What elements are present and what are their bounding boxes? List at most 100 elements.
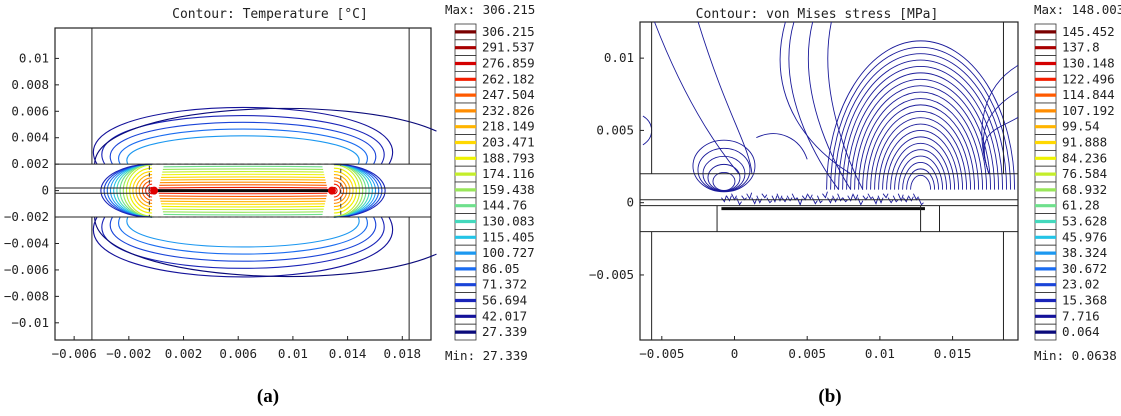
legend-label: 42.017 <box>482 308 527 323</box>
contour-line <box>132 170 153 211</box>
y-tick-label: −0.008 <box>4 288 49 303</box>
legend-label: 232.826 <box>482 103 535 118</box>
contour-line <box>906 168 936 190</box>
y-tick-label: 0.01 <box>19 50 49 65</box>
contour-line <box>161 203 325 205</box>
contour-line <box>161 176 325 178</box>
contour-line <box>93 106 393 165</box>
x-tick-label: 0.006 <box>219 346 257 361</box>
contour-line <box>898 155 944 190</box>
legend-label: 188.793 <box>482 150 535 165</box>
contour-line <box>109 216 377 262</box>
contour-line <box>866 104 976 190</box>
contour-line <box>902 162 940 190</box>
legend-label: 107.192 <box>1062 103 1115 118</box>
legend-label: 159.438 <box>482 182 535 197</box>
contour-line <box>892 195 899 203</box>
y-tick-label: 0.008 <box>11 77 49 92</box>
contour-line <box>779 21 852 175</box>
contour-line <box>122 163 153 218</box>
y-tick-label: −0.004 <box>4 235 49 250</box>
contour-line <box>910 174 932 190</box>
legend-label: 247.504 <box>482 87 535 102</box>
legend-label: 86.05 <box>482 261 520 276</box>
legend-label: 0.064 <box>1062 324 1100 339</box>
contour-line <box>846 72 996 190</box>
contour-line <box>94 217 437 278</box>
contour-line <box>333 164 361 217</box>
legend-label: 122.496 <box>1062 71 1115 86</box>
panel-a-caption: (a) <box>257 386 279 407</box>
contour-line <box>776 193 783 202</box>
x-tick-label: 0 <box>731 346 739 361</box>
contour-line <box>125 164 153 217</box>
panel-a-legend-min: Min: 27.339 <box>445 348 528 363</box>
contour-line <box>874 117 968 190</box>
legend-label: 15.368 <box>1062 293 1107 308</box>
panel-b-legend: 145.452137.8130.148122.496114.844107.192… <box>1034 23 1115 341</box>
contour-line <box>93 216 393 278</box>
contour-line <box>697 21 753 174</box>
x-tick-label: 0.014 <box>329 346 367 361</box>
legend-label: 23.02 <box>1062 277 1100 292</box>
y-tick-label: 0.01 <box>604 50 634 65</box>
contour-line <box>162 168 324 171</box>
legend-label: 99.54 <box>1062 119 1100 134</box>
panel-a-y-axis: 0.01 0.008 0.006 0.004 0.002 0 −0.002 −0.004 −0.… <box>4 50 59 330</box>
contour-line <box>162 208 324 211</box>
panel-b: Contour: von Mises stress [MPa] 0.01 0.00… <box>589 2 1121 407</box>
legend-label: 61.28 <box>1062 198 1100 213</box>
legend-label: 56.694 <box>482 293 527 308</box>
contour-line <box>162 171 324 173</box>
y-tick-label: 0 <box>626 195 634 210</box>
contour-line <box>158 192 328 195</box>
contour-line <box>159 181 327 184</box>
panel-b-geometry <box>640 22 1018 340</box>
x-tick-label: 0.01 <box>278 346 308 361</box>
y-tick-label: −0.006 <box>4 262 49 277</box>
contour-line <box>837 193 843 202</box>
contour-line <box>983 117 1019 174</box>
contour-line <box>118 128 368 165</box>
contour-line <box>907 195 914 202</box>
y-tick-label: 0.005 <box>596 122 634 137</box>
x-tick-label: 0.015 <box>934 346 972 361</box>
contour-line <box>897 193 904 202</box>
contour-line <box>109 121 377 165</box>
legend-label: 145.452 <box>1062 24 1115 39</box>
y-tick-label: 0.002 <box>11 156 49 171</box>
contour-line <box>94 107 437 165</box>
contour-line <box>761 193 768 199</box>
legend-label: 45.976 <box>1062 229 1107 244</box>
contour-line <box>159 197 327 200</box>
contour-line <box>807 21 852 190</box>
contour-line <box>160 178 326 181</box>
contour-line <box>894 149 948 190</box>
contour-line <box>163 165 323 168</box>
contour-line <box>756 133 808 160</box>
contour-line <box>786 195 793 202</box>
contour-line <box>129 167 153 214</box>
panel-a: Contour: Temperature [°C] 0.01 0.008 0.006… <box>4 2 535 407</box>
legend-label: 38.324 <box>1062 245 1107 260</box>
contour-line <box>847 194 854 202</box>
legend-label: 144.76 <box>482 198 527 213</box>
contour-line <box>890 142 952 190</box>
legend-label: 30.672 <box>1062 261 1107 276</box>
contour-line <box>333 174 351 208</box>
panel-b-y-axis: 0.01 0.005 0 −0.005 <box>589 50 644 282</box>
legend-label: 218.149 <box>482 119 535 134</box>
contour-line <box>138 177 153 204</box>
legend-label: 174.116 <box>482 166 535 181</box>
legend-label: 84.236 <box>1062 150 1107 165</box>
contour-line <box>746 192 753 200</box>
legend-label: 53.628 <box>1062 214 1107 229</box>
legend-label: 91.888 <box>1062 135 1107 150</box>
panel-a-legend: 306.215291.537276.859262.182247.504232.8… <box>454 23 535 341</box>
x-tick-label: 0.002 <box>165 346 203 361</box>
contour-line <box>886 136 956 190</box>
legend-label: 276.859 <box>482 56 535 71</box>
legend-label: 115.405 <box>482 229 535 244</box>
legend-label: 71.372 <box>482 277 527 292</box>
contour-line <box>161 173 325 176</box>
